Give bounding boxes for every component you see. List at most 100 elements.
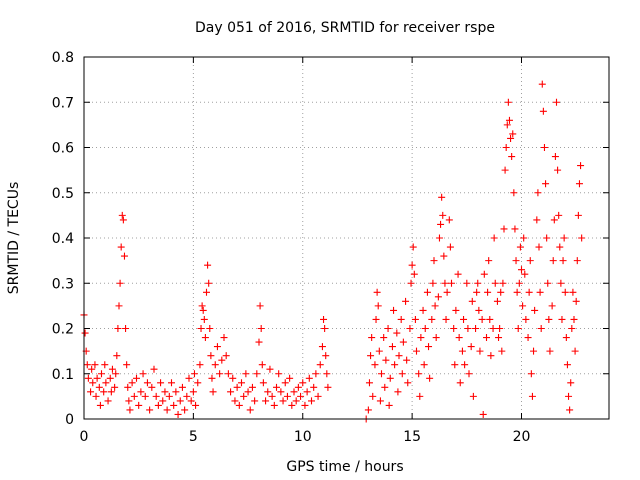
data-point	[399, 338, 407, 346]
data-point	[568, 325, 576, 332]
data-point	[381, 383, 389, 391]
data-point	[235, 401, 243, 409]
data-point	[268, 392, 276, 400]
data-point	[559, 257, 567, 265]
data-point	[511, 225, 519, 233]
data-point	[455, 334, 463, 342]
data-point	[475, 306, 483, 314]
data-point	[518, 266, 525, 274]
data-point	[561, 288, 569, 296]
data-point	[515, 279, 523, 287]
data-point	[555, 211, 563, 219]
data-point	[115, 302, 123, 310]
data-point	[501, 166, 509, 174]
data-point	[558, 315, 566, 323]
data-point	[112, 370, 120, 378]
data-point	[442, 315, 450, 323]
data-point	[476, 347, 484, 355]
data-point	[170, 401, 178, 409]
data-point	[380, 334, 388, 342]
data-point	[495, 334, 503, 342]
data-point	[390, 306, 398, 314]
data-point	[318, 343, 326, 351]
data-point	[425, 343, 433, 351]
data-point	[560, 234, 568, 242]
data-point	[551, 153, 559, 161]
data-point	[548, 302, 556, 310]
data-point	[469, 392, 477, 400]
data-point	[197, 325, 205, 332]
data-point	[240, 392, 248, 400]
data-point	[143, 379, 151, 387]
data-point	[150, 365, 158, 373]
data-point	[388, 343, 396, 351]
axis-ticks: 0 5 10 15 20 0 0.1 0.2 0.3 0.4 0.5 0.6 0.7 0.8	[52, 50, 609, 445]
chart-title: Day 051 of 2016, SRMTID for receiver rsp…	[195, 20, 495, 36]
data-point	[570, 315, 578, 323]
data-point	[248, 383, 256, 391]
data-point	[542, 180, 550, 188]
data-point	[161, 388, 169, 396]
data-point	[504, 98, 512, 106]
data-point	[324, 383, 332, 391]
data-point	[413, 347, 420, 355]
data-point	[575, 180, 583, 188]
data-point	[117, 243, 125, 251]
data-point	[233, 383, 241, 391]
data-point	[411, 315, 419, 323]
data-point	[242, 370, 250, 378]
data-point	[483, 334, 490, 342]
data-point	[543, 234, 551, 242]
data-point	[464, 325, 472, 332]
data-point	[546, 347, 554, 355]
data-point	[146, 406, 154, 414]
data-point	[172, 388, 180, 396]
data-point	[257, 325, 265, 332]
data-point	[521, 270, 529, 278]
data-point	[159, 397, 167, 405]
data-point	[130, 392, 138, 400]
data-point	[513, 288, 521, 296]
data-point	[96, 401, 104, 409]
data-point	[365, 379, 373, 387]
data-point	[189, 388, 197, 396]
data-point	[133, 374, 140, 382]
data-point	[310, 383, 318, 391]
data-point	[430, 257, 438, 265]
data-point	[404, 379, 412, 387]
data-point	[423, 288, 431, 296]
data-point	[303, 388, 311, 396]
data-point	[498, 347, 506, 355]
data-point	[125, 397, 133, 405]
data-point	[185, 374, 193, 382]
data-point	[531, 306, 539, 314]
data-point	[266, 365, 274, 373]
data-point	[321, 325, 329, 332]
data-point	[540, 144, 548, 151]
data-point	[229, 374, 237, 382]
data-point	[428, 315, 436, 323]
data-point	[524, 334, 532, 342]
data-point	[545, 315, 553, 323]
data-point	[118, 211, 126, 219]
x-tick-label: 20	[513, 429, 531, 445]
data-point	[544, 279, 552, 287]
data-point	[209, 388, 217, 396]
data-point	[81, 329, 89, 337]
data-point	[526, 257, 534, 265]
data-point	[88, 365, 96, 373]
data-point	[111, 383, 119, 391]
data-point	[569, 288, 577, 296]
data-point	[443, 288, 451, 296]
data-point	[440, 252, 448, 260]
data-point	[259, 379, 267, 387]
data-point	[123, 361, 131, 369]
data-point	[472, 325, 480, 332]
data-point	[201, 334, 209, 342]
data-point	[403, 356, 411, 364]
data-point	[416, 392, 424, 400]
data-point	[87, 388, 95, 396]
data-point	[439, 211, 447, 219]
data-point	[461, 361, 469, 369]
y-tick-label: 0	[65, 412, 74, 428]
